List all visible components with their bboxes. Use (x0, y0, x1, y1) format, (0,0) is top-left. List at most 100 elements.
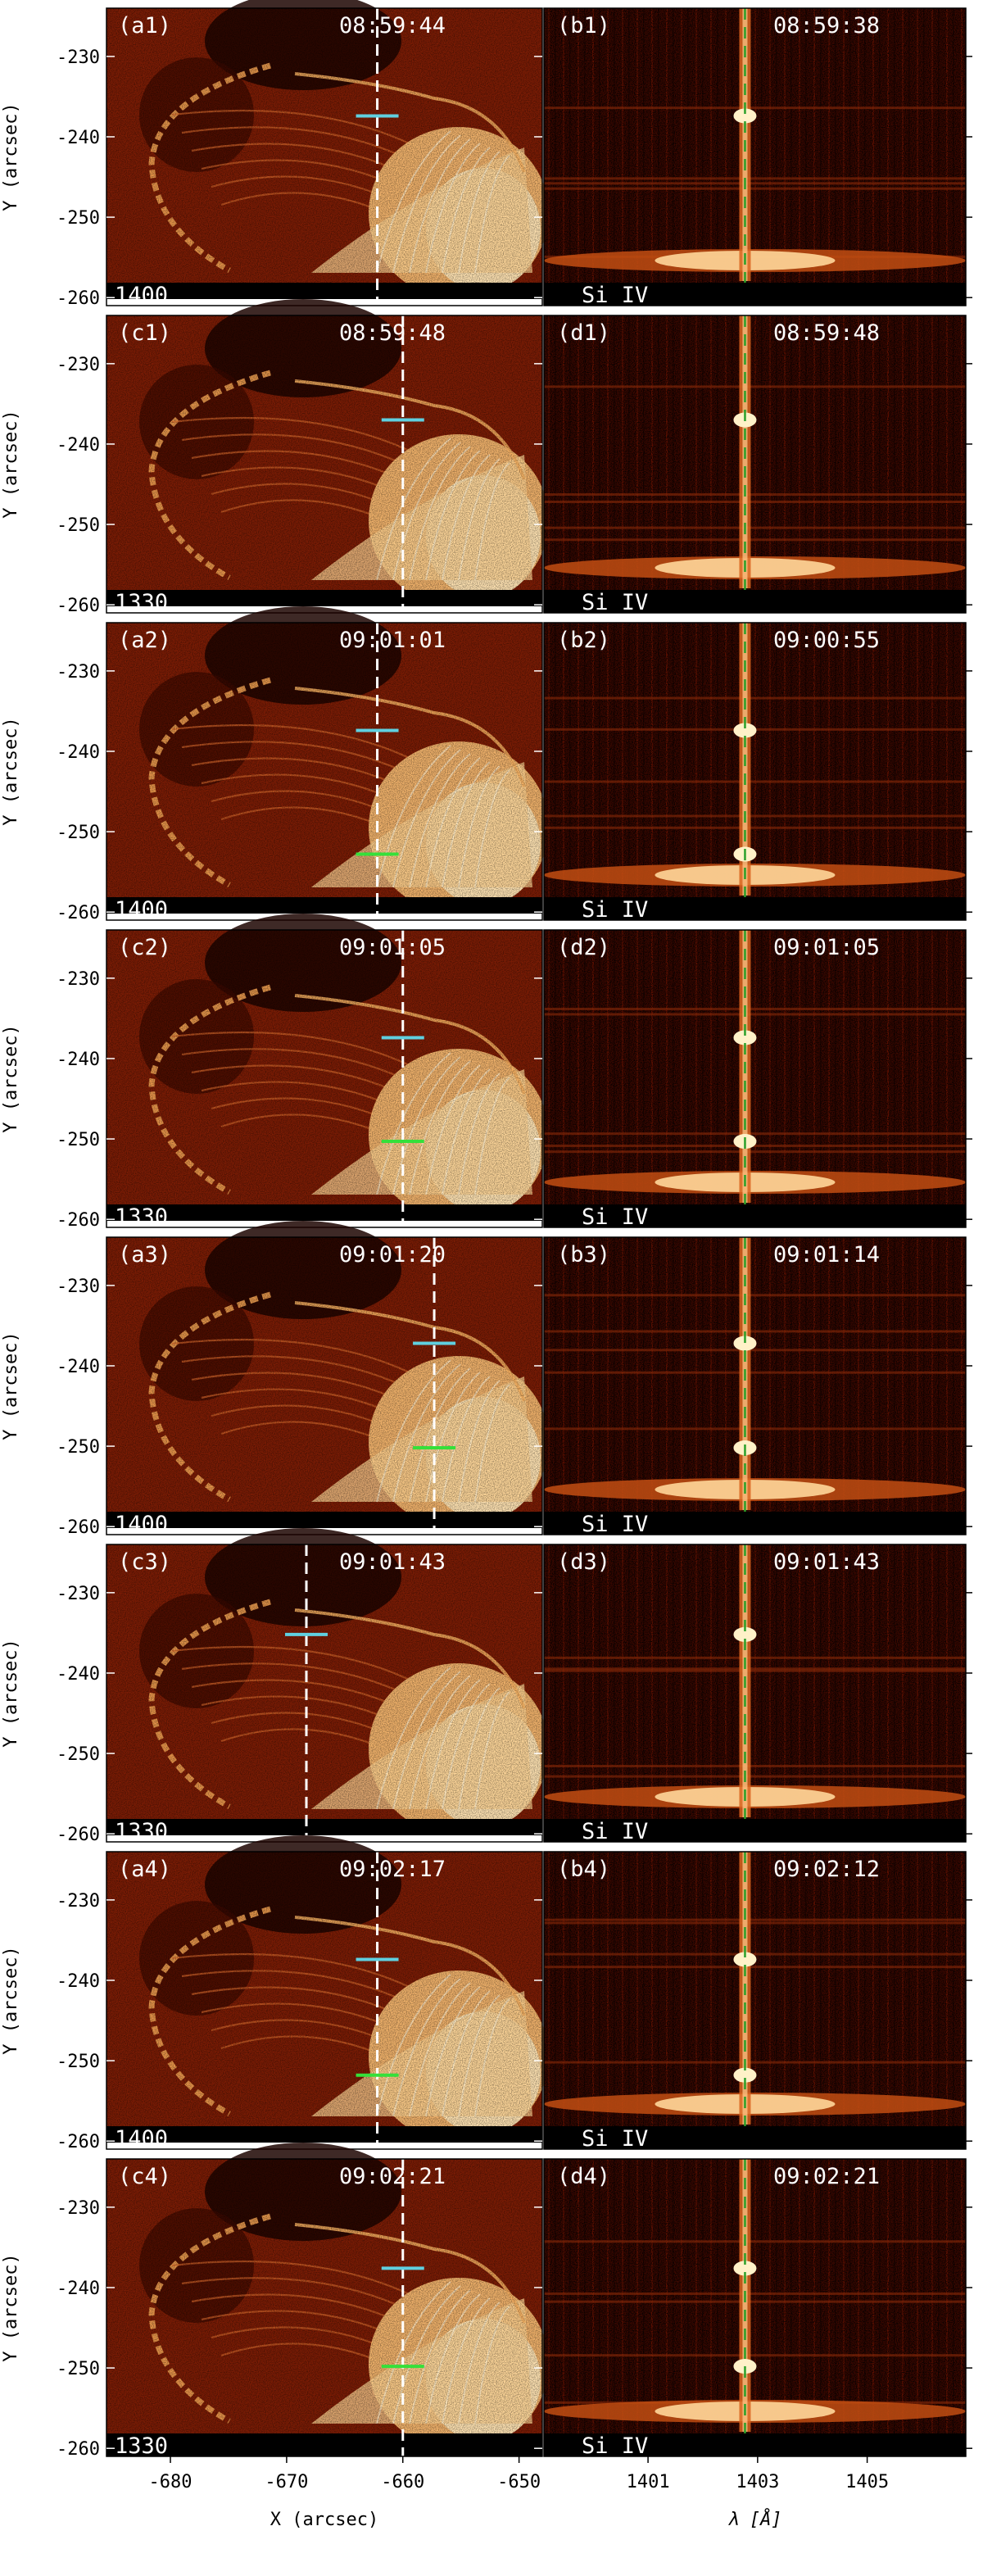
spectrum-panel: (b4) 09:02:12 Si IV (543, 1851, 972, 2152)
y-tick-label: -240 (57, 435, 100, 456)
slit-jaw-image-panel: (c2) 09:01:05 1330 (106, 914, 549, 1230)
y-tick-label: -230 (57, 48, 100, 68)
x-tick-label: -680 (149, 2472, 193, 2492)
panel-label: (d2) (557, 935, 610, 960)
lambda-tick-label: 1401 (627, 2472, 670, 2492)
lambda-tick-label: 1403 (736, 2472, 779, 2492)
panel-label: (b2) (557, 628, 610, 653)
spectral-line-label: Si IV (582, 283, 648, 308)
wavelength-label: 1400 (115, 897, 168, 923)
y-tick-label: -250 (57, 2359, 100, 2379)
y-tick-label: -240 (57, 128, 100, 148)
wavelength-label: 1400 (115, 283, 168, 308)
panel-time: 08:59:44 (339, 13, 446, 39)
figure-row: (a4) 09:02:17 1400 -230 -240 -250 -260 Y (arcse… (1, 1835, 972, 2152)
y-axis-label: Y (arcsec) (1, 2253, 21, 2361)
panel-time: 09:00:55 (773, 628, 880, 653)
y-tick-label: -260 (57, 903, 100, 923)
y-tick-label: -250 (57, 208, 100, 229)
y-tick-label: -230 (57, 1891, 100, 1912)
panel-label: (b4) (557, 1857, 610, 1882)
panel-label: (a2) (118, 628, 171, 653)
y-tick-label: -230 (57, 1584, 100, 1604)
x-tick-label: -670 (265, 2472, 308, 2492)
spectral-line-label: Si IV (582, 2433, 648, 2459)
spectrum-panel: (d2) 09:01:05 Si IV (543, 929, 972, 1230)
lambda-axis-label: λ [Å] (727, 2508, 781, 2530)
y-axis-label: Y (arcsec) (1, 1946, 21, 2054)
panel-label: (a3) (118, 1242, 171, 1268)
panel-label: (c4) (118, 2164, 171, 2189)
panel-label: (d1) (557, 320, 610, 346)
x-tick-label: -660 (381, 2472, 424, 2492)
panel-label: (a4) (118, 1857, 171, 1882)
panel-time: 08:59:48 (339, 320, 446, 346)
y-tick-label: -240 (57, 1971, 100, 1992)
panel-time: 09:02:12 (773, 1857, 880, 1882)
lambda-tick-label: 1405 (845, 2472, 889, 2492)
y-tick-label: -250 (57, 1130, 100, 1150)
panel-time: 09:01:14 (773, 1242, 880, 1268)
panel-time: 09:01:01 (339, 628, 446, 653)
y-axis-label: Y (arcsec) (1, 410, 21, 518)
y-tick-label: -260 (57, 1210, 100, 1231)
panel-label: (c1) (118, 320, 171, 346)
slit-jaw-image-panel: (a1) 08:59:44 1400 (106, 0, 549, 308)
y-tick-label: -230 (57, 1277, 100, 1297)
y-tick-label: -240 (57, 1050, 100, 1070)
spectral-line-label: Si IV (582, 897, 648, 923)
y-tick-label: -260 (57, 1517, 100, 1538)
panel-time: 09:01:20 (339, 1242, 446, 1268)
spectral-line-label: Si IV (582, 1512, 648, 1537)
slit-jaw-image-panel: (c1) 08:59:48 1330 (106, 299, 549, 615)
y-tick-label: -230 (57, 2198, 100, 2219)
spectrum-panel: (b3) 09:01:14 Si IV (543, 1236, 972, 1537)
panel-time: 09:01:43 (773, 1549, 880, 1575)
y-tick-label: -240 (57, 1664, 100, 1685)
spectrum-panel: (b1) 08:59:38 Si IV (543, 7, 972, 308)
y-tick-label: -260 (57, 288, 100, 309)
spectrum-panel: (d3) 09:01:43 Si IV (543, 1544, 972, 1844)
slit-jaw-image-panel: (a4) 09:02:17 1400 (106, 1835, 549, 2152)
x-axis-label: X (arcsec) (270, 2510, 378, 2530)
y-tick-label: -250 (57, 1437, 100, 1458)
x-tick-label: -650 (497, 2472, 541, 2492)
spectral-line-label: Si IV (582, 590, 648, 615)
y-tick-label: -250 (57, 1744, 100, 1765)
panel-time: 09:02:21 (773, 2164, 880, 2189)
panel-time: 09:01:05 (773, 935, 880, 960)
panel-label: (b3) (557, 1242, 610, 1268)
wavelength-label: 1330 (115, 590, 168, 615)
y-axis-label: Y (arcsec) (1, 1639, 21, 1747)
figure-row: (c3) 09:01:43 1330 -230 -240 -250 -260 Y (arcse… (1, 1528, 972, 1845)
y-tick-label: -250 (57, 515, 100, 536)
y-axis-label: Y (arcsec) (1, 1024, 21, 1132)
y-tick-label: -230 (57, 662, 100, 683)
y-tick-label: -230 (57, 969, 100, 990)
y-tick-label: -260 (57, 2132, 100, 2152)
y-tick-label: -260 (57, 1825, 100, 1845)
panel-label: (d3) (557, 1549, 610, 1575)
spectrum-panel: (d1) 08:59:48 Si IV (543, 315, 972, 615)
panel-time: 08:59:38 (773, 13, 880, 39)
spectral-line-label: Si IV (582, 1819, 648, 1844)
figure-row: (a3) 09:01:20 1400 -230 -240 -250 -260 Y (arcse… (1, 1221, 972, 1538)
y-tick-label: -240 (57, 742, 100, 763)
y-tick-label: -230 (57, 355, 100, 375)
figure-row: (c2) 09:01:05 1330 -230 -240 -250 -260 Y (arcse… (1, 914, 972, 1231)
panel-label: (b1) (557, 13, 610, 39)
panel-label: (a1) (118, 13, 171, 39)
panel-time: 09:01:05 (339, 935, 446, 960)
wavelength-label: 1400 (115, 1512, 168, 1537)
wavelength-label: 1330 (115, 1204, 168, 1230)
y-axis-label: Y (arcsec) (1, 717, 21, 825)
y-tick-label: -260 (57, 2439, 100, 2460)
spectral-line-label: Si IV (582, 2126, 648, 2152)
slit-jaw-image-panel: (c4) 09:02:21 1330 (106, 2143, 549, 2459)
figure-row: (a2) 09:01:01 1400 -230 -240 -250 -260 Y (arcse… (1, 606, 972, 923)
panel-time: 09:02:17 (339, 1857, 446, 1882)
figure-row: (a1) 08:59:44 1400 -230 -240 -250 -260 Y (arcse… (1, 0, 972, 309)
slit-jaw-image-panel: (a3) 09:01:20 1400 (106, 1221, 549, 1537)
panel-time: 09:02:21 (339, 2164, 446, 2189)
